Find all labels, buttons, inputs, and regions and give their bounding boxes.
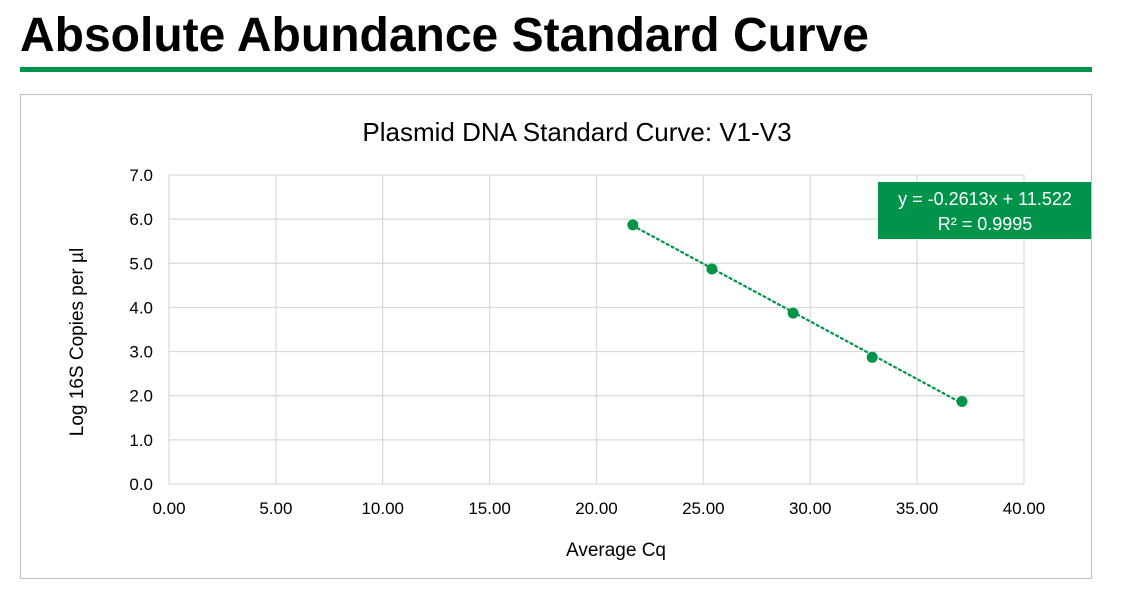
- data-point: [787, 307, 799, 319]
- scatter-chart: Plasmid DNA Standard Curve: V1-V3 0.00 5.…: [67, 117, 1091, 561]
- y-axis-label: Log 16S Copies per µl: [67, 248, 88, 436]
- y-tick-label: 2.0: [129, 387, 153, 406]
- x-tick-label: 20.00: [575, 499, 618, 518]
- x-tick-label: 0.00: [152, 499, 185, 518]
- data-point: [956, 395, 968, 407]
- equation-box-background: [878, 182, 1091, 239]
- y-tick-label: 7.0: [129, 166, 153, 185]
- equation-line: y = -0.2613x + 11.522: [898, 189, 1072, 209]
- data-point: [706, 263, 718, 275]
- x-tick-label: 30.00: [789, 499, 832, 518]
- x-tick-labels: 0.00 5.00 10.00 15.00 20.00 25.00 30.00 35.00 40…: [152, 499, 1045, 518]
- data-points: [627, 219, 968, 407]
- data-point: [627, 219, 639, 231]
- x-tick-label: 25.00: [682, 499, 725, 518]
- x-axis-label: Average Cq: [566, 540, 666, 561]
- y-tick-label: 5.0: [129, 254, 153, 273]
- y-tick-label: 3.0: [129, 343, 153, 362]
- y-tick-labels: 0.0 1.0 2.0 3.0 4.0 5.0 6.0 7.0: [129, 166, 153, 494]
- r-squared-line: R² = 0.9995: [938, 214, 1033, 234]
- title-underline: [20, 67, 1092, 72]
- data-point: [866, 351, 878, 363]
- x-tick-label: 5.00: [259, 499, 292, 518]
- x-tick-label: 15.00: [468, 499, 511, 518]
- x-tick-label: 35.00: [896, 499, 939, 518]
- equation-box: y = -0.2613x + 11.522 R² = 0.9995: [878, 182, 1091, 239]
- chart-title: Plasmid DNA Standard Curve: V1-V3: [362, 117, 791, 147]
- y-tick-label: 4.0: [129, 298, 153, 317]
- y-tick-label: 1.0: [129, 431, 153, 450]
- x-tick-label: 40.00: [1003, 499, 1046, 518]
- x-tick-label: 10.00: [361, 499, 404, 518]
- page-title: Absolute Abundance Standard Curve: [20, 9, 869, 62]
- chart-frame: Plasmid DNA Standard Curve: V1-V3 0.00 5.…: [20, 94, 1092, 579]
- y-tick-label: 6.0: [129, 210, 153, 229]
- y-tick-label: 0.0: [129, 475, 153, 494]
- gridlines: [168, 174, 1025, 485]
